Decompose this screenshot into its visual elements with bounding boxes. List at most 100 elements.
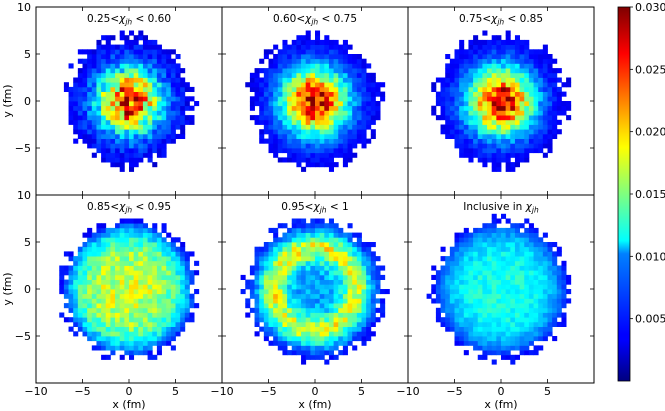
heatmap-cell xyxy=(161,54,167,60)
heatmap-cell xyxy=(361,331,367,337)
heatmap-cell xyxy=(454,242,460,248)
heatmap-cell xyxy=(301,91,307,97)
heatmap-cell xyxy=(156,86,162,92)
heatmap-cell xyxy=(338,133,344,139)
heatmap-cell xyxy=(366,72,372,78)
heatmap-cell xyxy=(342,321,348,327)
heatmap-cell xyxy=(277,72,283,78)
heatmap-cell xyxy=(152,265,158,271)
heatmap-cell xyxy=(124,284,130,290)
heatmap-cell xyxy=(333,124,339,130)
heatmap-cell xyxy=(96,77,102,83)
heatmap-cell xyxy=(152,110,158,116)
heatmap-cell xyxy=(463,91,469,97)
heatmap-cell xyxy=(463,232,469,238)
heatmap-cell xyxy=(524,270,530,276)
heatmap-cell xyxy=(342,82,348,88)
heatmap-cell xyxy=(501,91,507,97)
heatmap-cell xyxy=(510,54,516,60)
heatmap-cell xyxy=(482,312,488,318)
heatmap-cell xyxy=(170,293,176,299)
heatmap-cell xyxy=(268,307,274,313)
heatmap-cell xyxy=(263,317,269,323)
heatmap-cell xyxy=(305,91,311,97)
heatmap-cell xyxy=(482,293,488,299)
heatmap-cell xyxy=(147,232,153,238)
heatmap-cell xyxy=(152,256,158,262)
heatmap-cell xyxy=(73,303,79,309)
heatmap-cell xyxy=(133,223,139,229)
heatmap-cell xyxy=(459,63,465,69)
heatmap-cell xyxy=(184,307,190,313)
heatmap-cell xyxy=(115,96,121,102)
heatmap-cell xyxy=(305,246,311,252)
heatmap-cell xyxy=(291,279,297,285)
heatmap-cell xyxy=(338,312,344,318)
heatmap-cell xyxy=(287,260,293,266)
heatmap-cell xyxy=(87,326,93,332)
heatmap-cell xyxy=(315,77,321,83)
heatmap-cell xyxy=(124,101,130,107)
heatmap-cell xyxy=(454,326,460,332)
heatmap-cell xyxy=(482,129,488,135)
heatmap-cell xyxy=(459,101,465,107)
heatmap-cell xyxy=(319,227,325,233)
heatmap-cell xyxy=(147,293,153,299)
heatmap-cell xyxy=(115,260,121,266)
heatmap-cell xyxy=(77,303,83,309)
heatmap-cell xyxy=(129,242,135,248)
heatmap-cell xyxy=(305,143,311,149)
heatmap-cell xyxy=(324,91,330,97)
heatmap-cell xyxy=(370,86,376,92)
heatmap-cell xyxy=(263,49,269,55)
heatmap-cell xyxy=(333,101,339,107)
heatmap-cell xyxy=(129,162,135,168)
heatmap-cell xyxy=(282,68,288,74)
heatmap-cell xyxy=(273,336,279,342)
heatmap-cell xyxy=(454,260,460,266)
heatmap-cell xyxy=(491,143,497,149)
heatmap-cell xyxy=(305,317,311,323)
heatmap-cell xyxy=(342,148,348,154)
heatmap-cell xyxy=(296,303,302,309)
heatmap-cell xyxy=(361,270,367,276)
heatmap-cell xyxy=(510,68,516,74)
heatmap-cell xyxy=(514,96,520,102)
heatmap-cell xyxy=(361,129,367,135)
heatmap-cell xyxy=(189,86,195,92)
heatmap-cell xyxy=(440,246,446,252)
heatmap-cell xyxy=(445,129,451,135)
heatmap-cell xyxy=(487,138,493,144)
heatmap-cell xyxy=(501,143,507,149)
heatmap-cell xyxy=(68,326,74,332)
heatmap-cell xyxy=(487,148,493,154)
heatmap-cell xyxy=(552,279,558,285)
heatmap-cell xyxy=(124,326,130,332)
heatmap-cell xyxy=(291,242,297,248)
heatmap-cell xyxy=(477,345,483,351)
heatmap-cell xyxy=(184,284,190,290)
heatmap-cell xyxy=(273,331,279,337)
heatmap-cell xyxy=(375,115,381,121)
heatmap-cell xyxy=(468,110,474,116)
heatmap-cell xyxy=(77,298,83,304)
heatmap-cell xyxy=(528,119,534,125)
heatmap-cell xyxy=(370,242,376,248)
heatmap-cell xyxy=(77,86,83,92)
heatmap-cell xyxy=(468,289,474,295)
heatmap-cell xyxy=(542,49,548,55)
heatmap-cell xyxy=(528,110,534,116)
heatmap-cell xyxy=(473,227,479,233)
heatmap-cell xyxy=(449,246,455,252)
heatmap-cell xyxy=(115,227,121,233)
heatmap-cell xyxy=(333,340,339,346)
heatmap-cell xyxy=(370,293,376,299)
heatmap-cell xyxy=(361,105,367,111)
heatmap-cell xyxy=(152,148,158,154)
x-tick-label: −5 xyxy=(74,385,90,398)
heatmap-cell xyxy=(254,274,260,280)
heatmap-cell xyxy=(245,298,251,304)
heatmap-cell xyxy=(277,54,283,60)
heatmap-cell xyxy=(301,289,307,295)
heatmap-cell xyxy=(477,317,483,323)
